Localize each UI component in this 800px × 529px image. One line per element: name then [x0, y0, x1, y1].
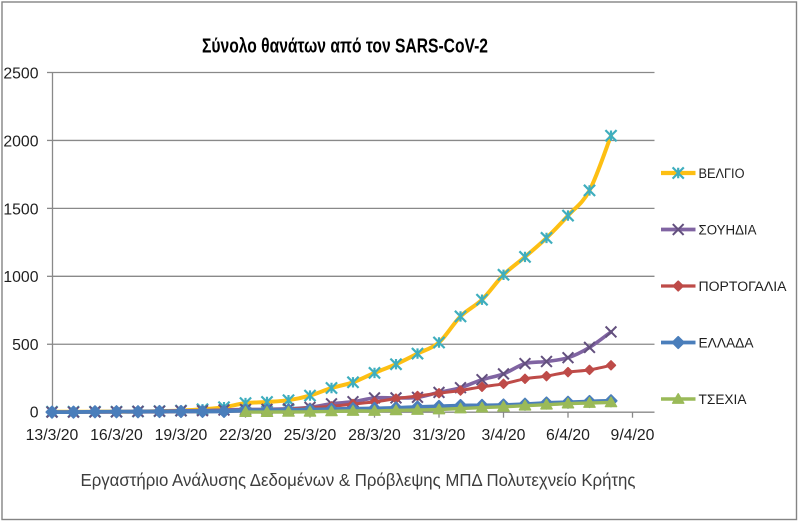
svg-text:1500: 1500: [3, 201, 38, 218]
svg-text:Σύνολο θανάτων από τον SARS-Co: Σύνολο θανάτων από τον SARS-CoV-2: [202, 36, 488, 58]
svg-text:31/3/20: 31/3/20: [413, 427, 466, 444]
svg-text:ΒΕΛΓΙΟ: ΒΕΛΓΙΟ: [699, 166, 745, 182]
svg-text:2500: 2500: [3, 65, 38, 82]
svg-text:ΠΟΡΤΟΓΑΛΙΑ: ΠΟΡΤΟΓΑΛΙΑ: [699, 279, 788, 295]
svg-text:500: 500: [12, 337, 39, 354]
svg-text:25/3/20: 25/3/20: [284, 427, 337, 444]
svg-text:6/4/20: 6/4/20: [546, 427, 590, 444]
svg-text:28/3/20: 28/3/20: [348, 427, 401, 444]
svg-text:1000: 1000: [3, 269, 38, 286]
svg-text:ΕΛΛΑΔΑ: ΕΛΛΑΔΑ: [699, 336, 755, 352]
svg-text:0: 0: [30, 405, 39, 422]
svg-text:13/3/20: 13/3/20: [26, 427, 79, 444]
svg-text:2000: 2000: [3, 133, 38, 150]
svg-text:19/3/20: 19/3/20: [155, 427, 208, 444]
svg-text:ΤΣΕΧΙΑ: ΤΣΕΧΙΑ: [699, 392, 748, 408]
svg-text:Εργαστήριο Ανάλυσης Δεδομένων: Εργαστήριο Ανάλυσης Δεδομένων & Πρόβλεψη…: [81, 470, 636, 490]
svg-text:9/4/20: 9/4/20: [611, 427, 655, 444]
svg-text:16/3/20: 16/3/20: [90, 427, 143, 444]
svg-text:3/4/20: 3/4/20: [482, 427, 526, 444]
svg-text:22/3/20: 22/3/20: [219, 427, 272, 444]
svg-text:ΣΟΥΗΔΙΑ: ΣΟΥΗΔΙΑ: [699, 223, 757, 239]
